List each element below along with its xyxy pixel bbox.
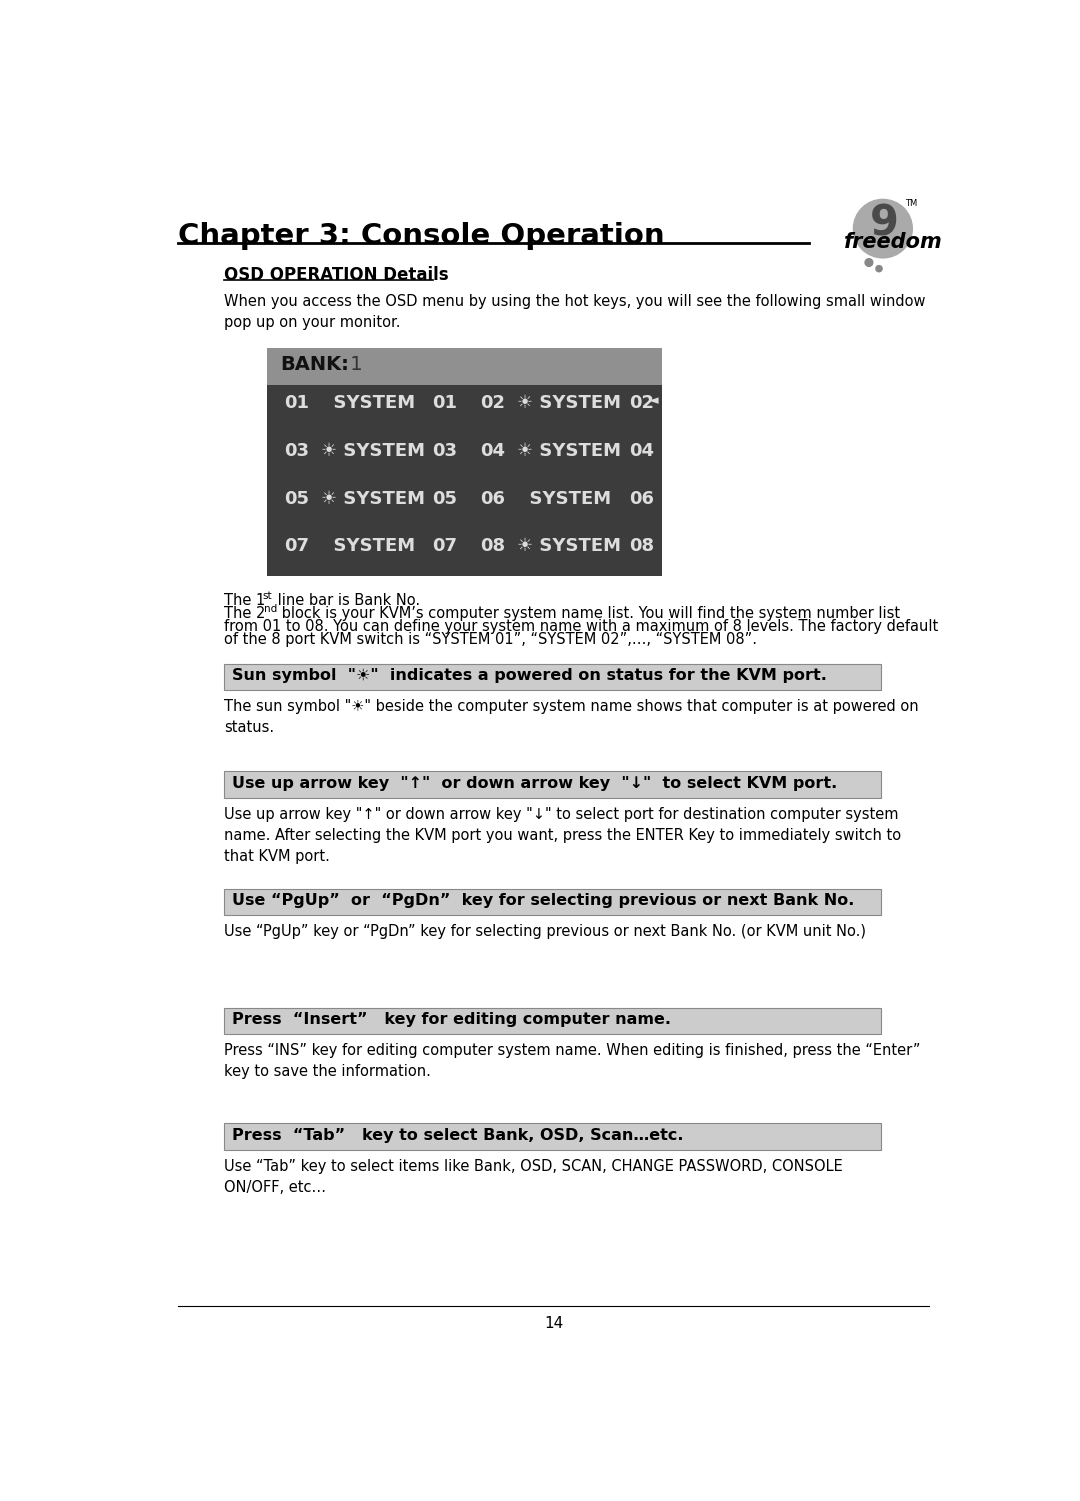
Text: Sun symbol  "☀"  indicates a powered on status for the KVM port.: Sun symbol "☀" indicates a powered on st…: [232, 668, 827, 683]
Text: Use up arrow key "↑" or down arrow key "↓" to select port for destination comput: Use up arrow key "↑" or down arrow key "…: [225, 808, 901, 865]
Text: ☀ SYSTEM: ☀ SYSTEM: [321, 489, 426, 507]
Text: SYSTEM: SYSTEM: [321, 537, 415, 555]
Text: 14: 14: [544, 1316, 563, 1331]
Text: BANK:: BANK:: [281, 354, 350, 374]
Bar: [225, 889, 881, 914]
Text: ☀ SYSTEM: ☀ SYSTEM: [517, 537, 621, 555]
Text: 02: 02: [629, 395, 653, 413]
Text: 9: 9: [870, 203, 899, 245]
Text: 07: 07: [433, 537, 458, 555]
Text: ◄: ◄: [649, 395, 659, 407]
Bar: [225, 772, 881, 797]
Text: TM: TM: [905, 198, 918, 207]
Text: The sun symbol "☀" beside the computer system name shows that computer is at pow: The sun symbol "☀" beside the computer s…: [225, 699, 919, 735]
Text: SYSTEM: SYSTEM: [321, 395, 415, 413]
Text: from 01 to 08. You can define your system name with a maximum of 8 levels. The f: from 01 to 08. You can define your syste…: [225, 618, 939, 633]
Text: 04: 04: [480, 441, 504, 459]
Text: block is your KVM’s computer system name list. You will find the system number l: block is your KVM’s computer system name…: [276, 606, 900, 621]
Text: 06: 06: [629, 489, 653, 507]
Text: Use “PgUp”  or  “PgDn”  key for selecting previous or next Bank No.: Use “PgUp” or “PgDn” key for selecting p…: [232, 893, 854, 908]
Bar: [225, 1123, 881, 1150]
Text: 08: 08: [480, 537, 505, 555]
Text: 03: 03: [433, 441, 458, 459]
Text: ☀ SYSTEM: ☀ SYSTEM: [517, 395, 621, 413]
Bar: [225, 1007, 881, 1034]
Text: 02: 02: [480, 395, 504, 413]
Text: ☀ SYSTEM: ☀ SYSTEM: [517, 441, 621, 459]
Text: SYSTEM: SYSTEM: [517, 489, 611, 507]
Text: 08: 08: [629, 537, 653, 555]
Text: 06: 06: [480, 489, 504, 507]
Text: 04: 04: [629, 441, 653, 459]
Text: 01: 01: [433, 395, 458, 413]
Text: ☀ SYSTEM: ☀ SYSTEM: [321, 441, 426, 459]
Bar: [225, 663, 881, 690]
Circle shape: [853, 200, 913, 258]
Text: Use “PgUp” key or “PgDn” key for selecting previous or next Bank No. (or KVM uni: Use “PgUp” key or “PgDn” key for selecti…: [225, 925, 866, 940]
Text: The 1: The 1: [225, 593, 266, 608]
Circle shape: [865, 258, 873, 266]
Text: Use “Tab” key to select items like Bank, OSD, SCAN, CHANGE PASSWORD, CONSOLE
ON/: Use “Tab” key to select items like Bank,…: [225, 1159, 842, 1195]
Text: 05: 05: [284, 489, 309, 507]
Text: freedom: freedom: [845, 231, 943, 252]
Text: of the 8 port KVM switch is “SYSTEM 01”, “SYSTEM 02”,…, “SYSTEM 08”.: of the 8 port KVM switch is “SYSTEM 01”,…: [225, 632, 757, 647]
Text: Press “INS” key for editing computer system name. When editing is finished, pres: Press “INS” key for editing computer sys…: [225, 1043, 920, 1079]
Text: 05: 05: [433, 489, 458, 507]
Text: The 2: The 2: [225, 606, 266, 621]
Circle shape: [876, 266, 882, 272]
Text: 07: 07: [284, 537, 309, 555]
Bar: [267, 348, 662, 384]
Text: 01: 01: [284, 395, 309, 413]
Text: Press  “Insert”   key for editing computer name.: Press “Insert” key for editing computer …: [232, 1013, 671, 1028]
Text: 1: 1: [345, 354, 363, 374]
Text: 03: 03: [284, 441, 309, 459]
Text: Press  “Tab”   key to select Bank, OSD, Scan…etc.: Press “Tab” key to select Bank, OSD, Sca…: [232, 1127, 684, 1142]
Text: st: st: [262, 590, 272, 600]
Text: nd: nd: [265, 603, 278, 614]
Text: Use up arrow key  "↑"  or down arrow key  "↓"  to select KVM port.: Use up arrow key "↑" or down arrow key "…: [232, 776, 837, 791]
Text: OSD OPERATION Details: OSD OPERATION Details: [225, 266, 449, 284]
Text: Chapter 3: Console Operation: Chapter 3: Console Operation: [177, 222, 664, 251]
Text: line bar is Bank No.: line bar is Bank No.: [273, 593, 420, 608]
Text: When you access the OSD menu by using the hot keys, you will see the following s: When you access the OSD menu by using th…: [225, 294, 926, 330]
Bar: [267, 384, 662, 576]
